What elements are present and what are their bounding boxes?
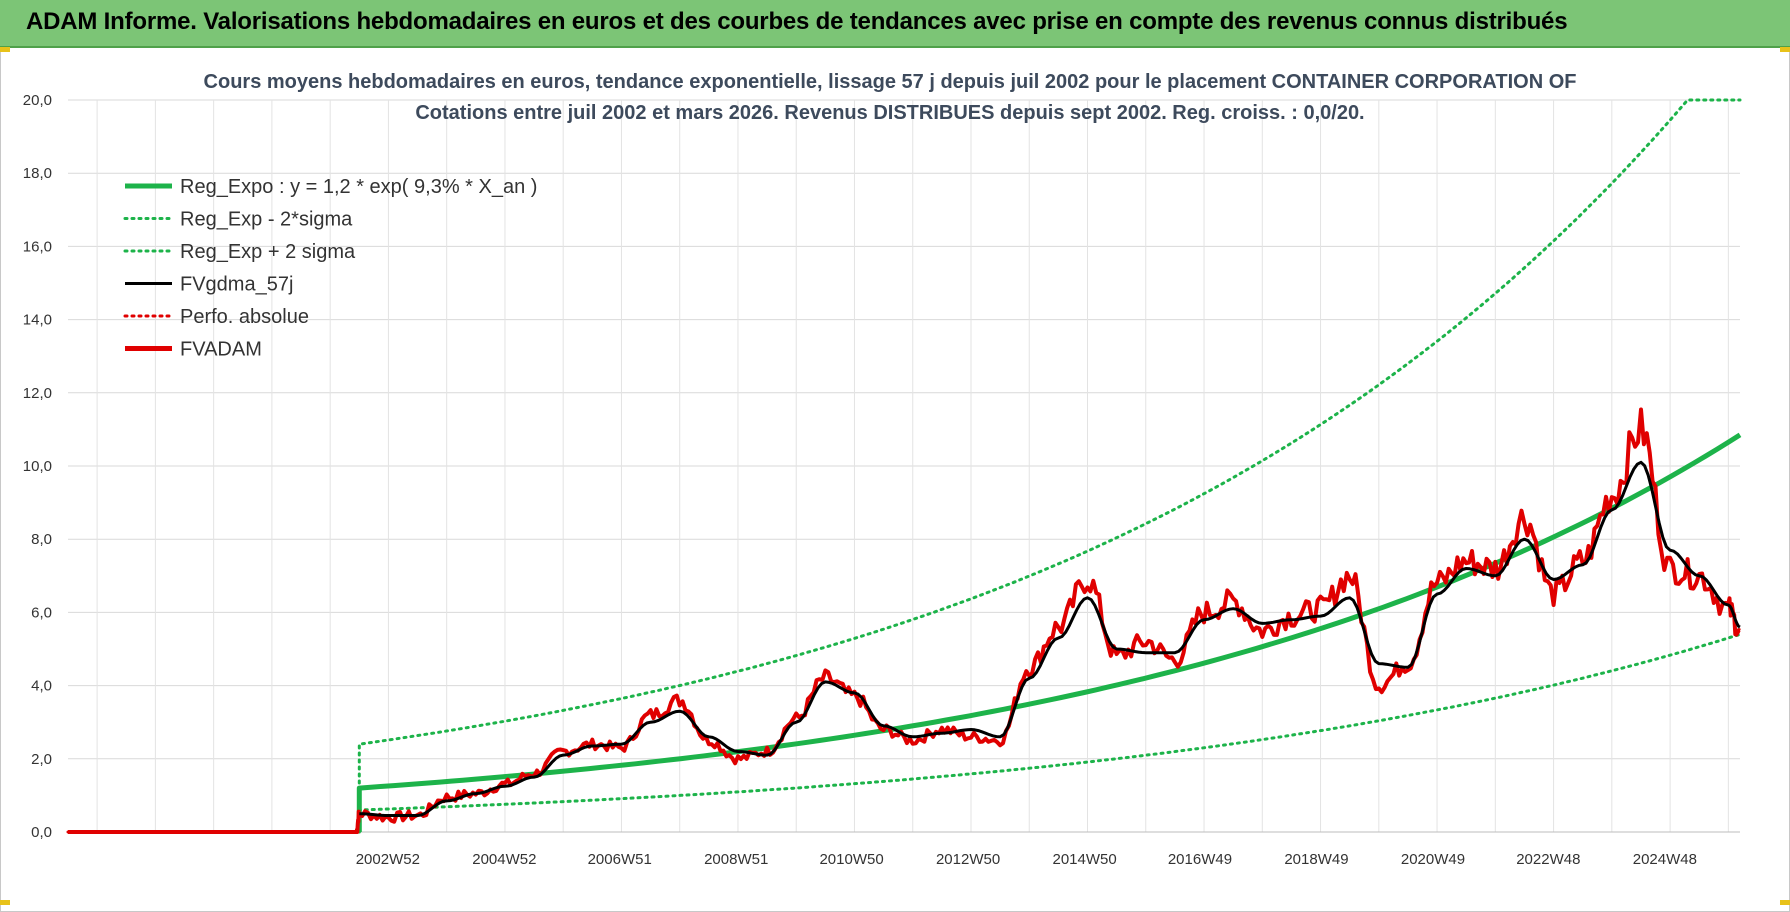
corner-marker [0,47,10,52]
y-tick-label: 0,0 [31,824,52,841]
y-tick-label: 2,0 [31,751,52,768]
report-title: ADAM Informe. Valorisations hebdomadaire… [26,8,1568,35]
x-tick-label: 2006W51 [588,851,652,868]
report-banner: ADAM Informe. Valorisations hebdomadaire… [0,0,1790,48]
x-tick-label: 2024W48 [1633,851,1697,868]
corner-marker [0,900,10,905]
chart-series [66,98,1742,834]
y-tick-label: 10,0 [23,458,52,475]
x-tick-label: 2012W50 [936,851,1000,868]
x-tick-label: 2018W49 [1284,851,1348,868]
legend-label-reg_plus: Reg_Exp + 2 sigma [180,241,356,263]
legend-label-perfo: Perfo. absolue [180,306,309,328]
y-tick-label: 18,0 [23,165,52,182]
x-tick-label: 2014W50 [1052,851,1116,868]
y-tick-label: 14,0 [23,312,52,329]
corner-marker [1780,47,1790,52]
chart-title-line-2: Cotations entre juil 2002 et mars 2026. … [415,102,1364,124]
x-tick-label: 2016W49 [1168,851,1232,868]
series-line-reg_expo [356,432,1742,832]
x-tick-label: 2002W52 [356,851,420,868]
x-tick-label: 2004W52 [472,851,536,868]
legend-label-reg_expo: Reg_Expo : y = 1,2 * exp( 9,3% * X_an ) [180,176,537,198]
chart-title-line-1: Cours moyens hebdomadaires en euros, ten… [204,71,1577,93]
series-line-fvgdma [359,460,1741,817]
y-tick-label: 4,0 [31,678,52,695]
series-line-fvadam [68,407,1741,834]
chart-legend: Reg_Expo : y = 1,2 * exp( 9,3% * X_an ) R… [123,176,537,361]
legend-label-fvadam: FVADAM [180,339,262,361]
corner-marker [1780,900,1790,905]
chart-title: Cours moyens hebdomadaires en euros, ten… [204,71,1577,124]
y-tick-label: 8,0 [31,531,52,548]
y-tick-label: 12,0 [23,385,52,402]
legend-label-fvgdma: FVgdma_57j [180,274,293,296]
y-tick-label: 6,0 [31,604,52,621]
y-tick-label: 16,0 [23,238,52,255]
x-tick-label: 2010W50 [819,851,883,868]
x-tick-label: 2008W51 [704,851,768,868]
valuation-chart: 0,0 2,0 4,0 6,0 8,0 10,0 12,0 14,0 16,0 18,0 20,0 2… [23,71,1742,868]
series-line-reg_minus [357,632,1742,834]
chart-grid [68,99,1740,833]
x-tick-label: 2022W48 [1516,851,1580,868]
y-tick-label: 20,0 [23,92,52,109]
legend-label-reg_minus: Reg_Exp - 2*sigma [180,209,353,231]
x-tick-label: 2020W49 [1401,851,1465,868]
